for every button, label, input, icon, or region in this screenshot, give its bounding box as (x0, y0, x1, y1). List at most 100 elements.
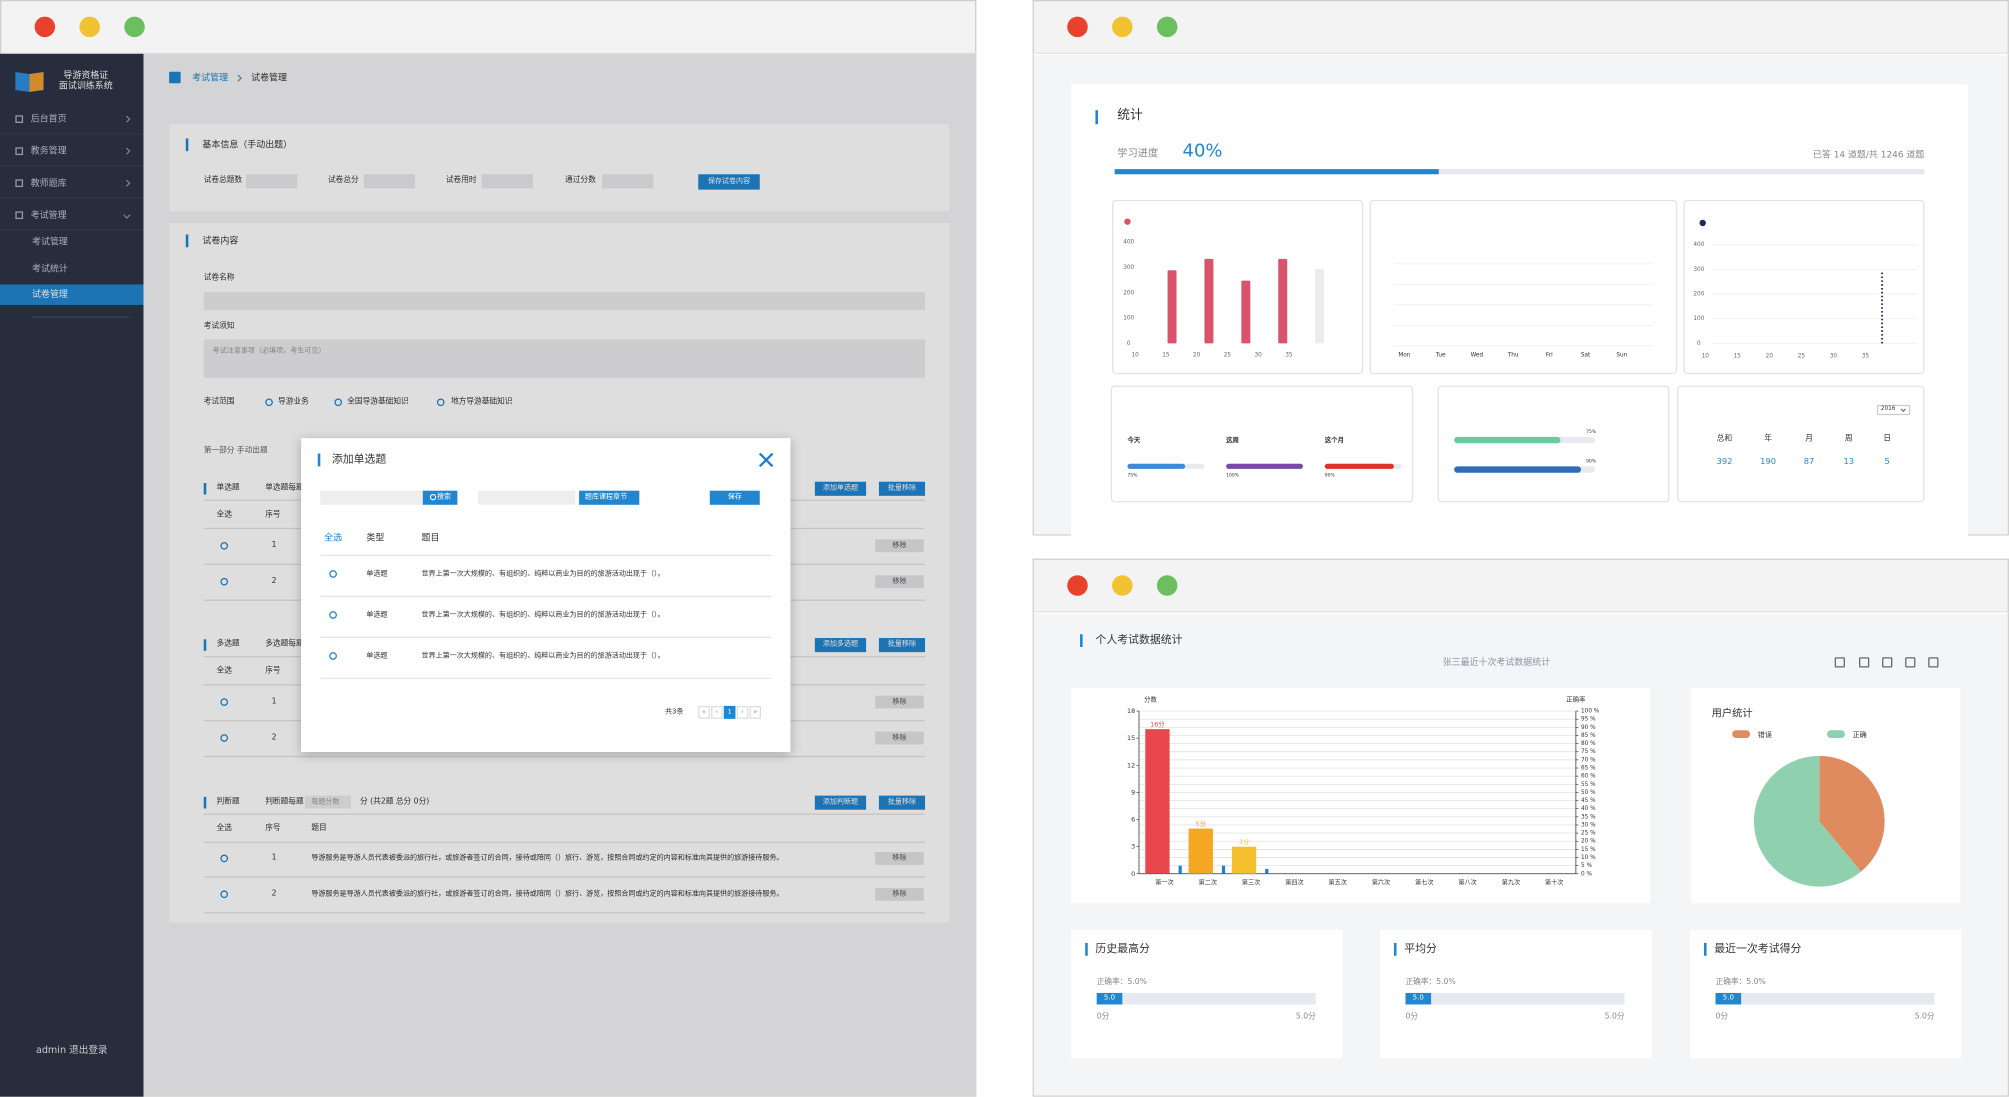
toolbar-icon[interactable] (1905, 657, 1916, 668)
remove-all-button[interactable]: 批量移除 (878, 481, 926, 496)
row-number: 2 (271, 732, 277, 742)
menu-item[interactable]: 考试管理 (30, 210, 67, 221)
card (1110, 385, 1414, 503)
year-select[interactable] (1876, 404, 1911, 416)
window-button[interactable] (1156, 575, 1178, 596)
input[interactable] (245, 174, 298, 189)
title-bar (1032, 0, 2009, 54)
submenu-item[interactable]: 考试统计 (32, 263, 68, 275)
remove-all-button[interactable]: 批量移除 (878, 795, 926, 810)
title-marker (1085, 942, 1088, 956)
page-button[interactable]: 1 (723, 705, 736, 719)
user-logout[interactable]: admin 退出登录 (35, 1044, 108, 1056)
row-type: 单选题 (366, 570, 388, 578)
add-button[interactable]: 添加多选题 (814, 638, 867, 653)
radio[interactable] (436, 398, 445, 407)
title-bar (0, 0, 977, 54)
row-text: 世界上第一次大规模的、有组织的、纯粹以商业为目的的旅游活动出现于（）。 (421, 570, 665, 578)
total-value: 190 (1760, 456, 1777, 467)
input[interactable] (304, 795, 352, 809)
row-text: 世界上第一次大规模的、有组织的、纯粹以商业为目的的旅游活动出现于（）。 (421, 652, 665, 660)
save-button[interactable]: 保存试卷内容 (698, 174, 760, 190)
radio[interactable] (329, 611, 337, 619)
divider (203, 813, 926, 815)
page-button[interactable]: › (736, 705, 749, 719)
panel (1071, 688, 1651, 904)
part-label: 第一部分 手动出题 (203, 445, 268, 455)
menu-item[interactable]: 教师题库 (30, 178, 67, 189)
page-button[interactable]: « (698, 705, 710, 719)
menu-item[interactable]: 教务管理 (30, 146, 67, 157)
window-button[interactable] (34, 16, 56, 38)
radio[interactable] (265, 398, 273, 407)
radio[interactable] (220, 890, 229, 899)
section-name: 单选题 (216, 483, 240, 492)
total-header: 日 (1883, 434, 1892, 444)
progress-summary: 已答 14 道题/共 1246 道题 (1812, 149, 1925, 161)
section-name: 多选题 (216, 639, 240, 649)
toolbar-icon[interactable] (1928, 657, 1939, 668)
page-button[interactable]: » (749, 705, 762, 719)
radio[interactable] (220, 541, 229, 550)
radio[interactable] (329, 652, 337, 660)
separator (0, 165, 144, 167)
remove-all-button[interactable]: 批量移除 (878, 638, 926, 653)
toolbar-icon[interactable] (1834, 657, 1845, 668)
window-button[interactable] (124, 16, 145, 38)
save-button[interactable]: 保存 (709, 490, 760, 505)
card-rate: 正确率：5.0% (1405, 977, 1456, 987)
panel-title: 试卷内容 (202, 235, 239, 246)
submenu-item[interactable]: 考试管理 (32, 237, 68, 248)
radio[interactable] (220, 577, 229, 586)
toolbar-icon[interactable] (1882, 657, 1893, 668)
input[interactable] (203, 292, 926, 311)
page-button[interactable]: ‹ (711, 705, 723, 719)
input[interactable] (602, 174, 654, 189)
score-badge: 5.0 (1096, 992, 1123, 1005)
remove-button[interactable]: 移除 (875, 731, 924, 745)
radio[interactable] (220, 854, 229, 863)
remove-button[interactable]: 移除 (875, 695, 924, 709)
total-header: 年 (1764, 434, 1772, 444)
bar-track (1096, 992, 1316, 1005)
menu-icon (15, 147, 24, 156)
separator (32, 316, 130, 318)
bar-fill (1454, 466, 1582, 473)
row-number: 2 (271, 576, 277, 586)
input[interactable] (477, 490, 576, 505)
radio[interactable] (329, 570, 337, 578)
menu-item[interactable]: 后台首页 (30, 114, 67, 125)
modal (301, 438, 791, 753)
remove-button[interactable]: 移除 (875, 887, 924, 901)
remove-button[interactable]: 移除 (875, 851, 924, 865)
add-button[interactable]: 添加判断题 (814, 795, 867, 810)
search-button[interactable]: 搜索 (422, 490, 458, 505)
input[interactable] (481, 174, 533, 189)
window-button[interactable] (1112, 575, 1133, 596)
radio[interactable] (334, 398, 343, 407)
input[interactable] (320, 490, 423, 505)
breadcrumb[interactable]: 考试管理 (192, 73, 229, 84)
submenu-item[interactable]: 试卷管理 (32, 289, 68, 300)
window-button[interactable] (1112, 16, 1133, 38)
window-button[interactable] (79, 16, 100, 38)
title-marker (185, 138, 189, 152)
remove-button[interactable]: 移除 (875, 539, 924, 553)
textarea[interactable] (203, 339, 926, 378)
input[interactable] (363, 174, 416, 189)
chapter-select[interactable]: 题库课程章节 (579, 490, 640, 505)
radio[interactable] (220, 734, 229, 742)
window-button[interactable] (1156, 16, 1178, 38)
add-button[interactable]: 添加单选题 (814, 481, 867, 496)
window-button[interactable] (1067, 16, 1088, 38)
table-header[interactable]: 全选 (324, 532, 343, 544)
toolbar-icon[interactable] (1859, 657, 1870, 668)
table-header: 全选 (216, 509, 232, 519)
panel (169, 124, 950, 212)
radio[interactable] (220, 698, 229, 706)
window-button[interactable] (1067, 575, 1088, 596)
remove-button[interactable]: 移除 (875, 575, 924, 589)
row-number: 2 (271, 889, 277, 899)
total-header: 总和 (1716, 434, 1733, 444)
